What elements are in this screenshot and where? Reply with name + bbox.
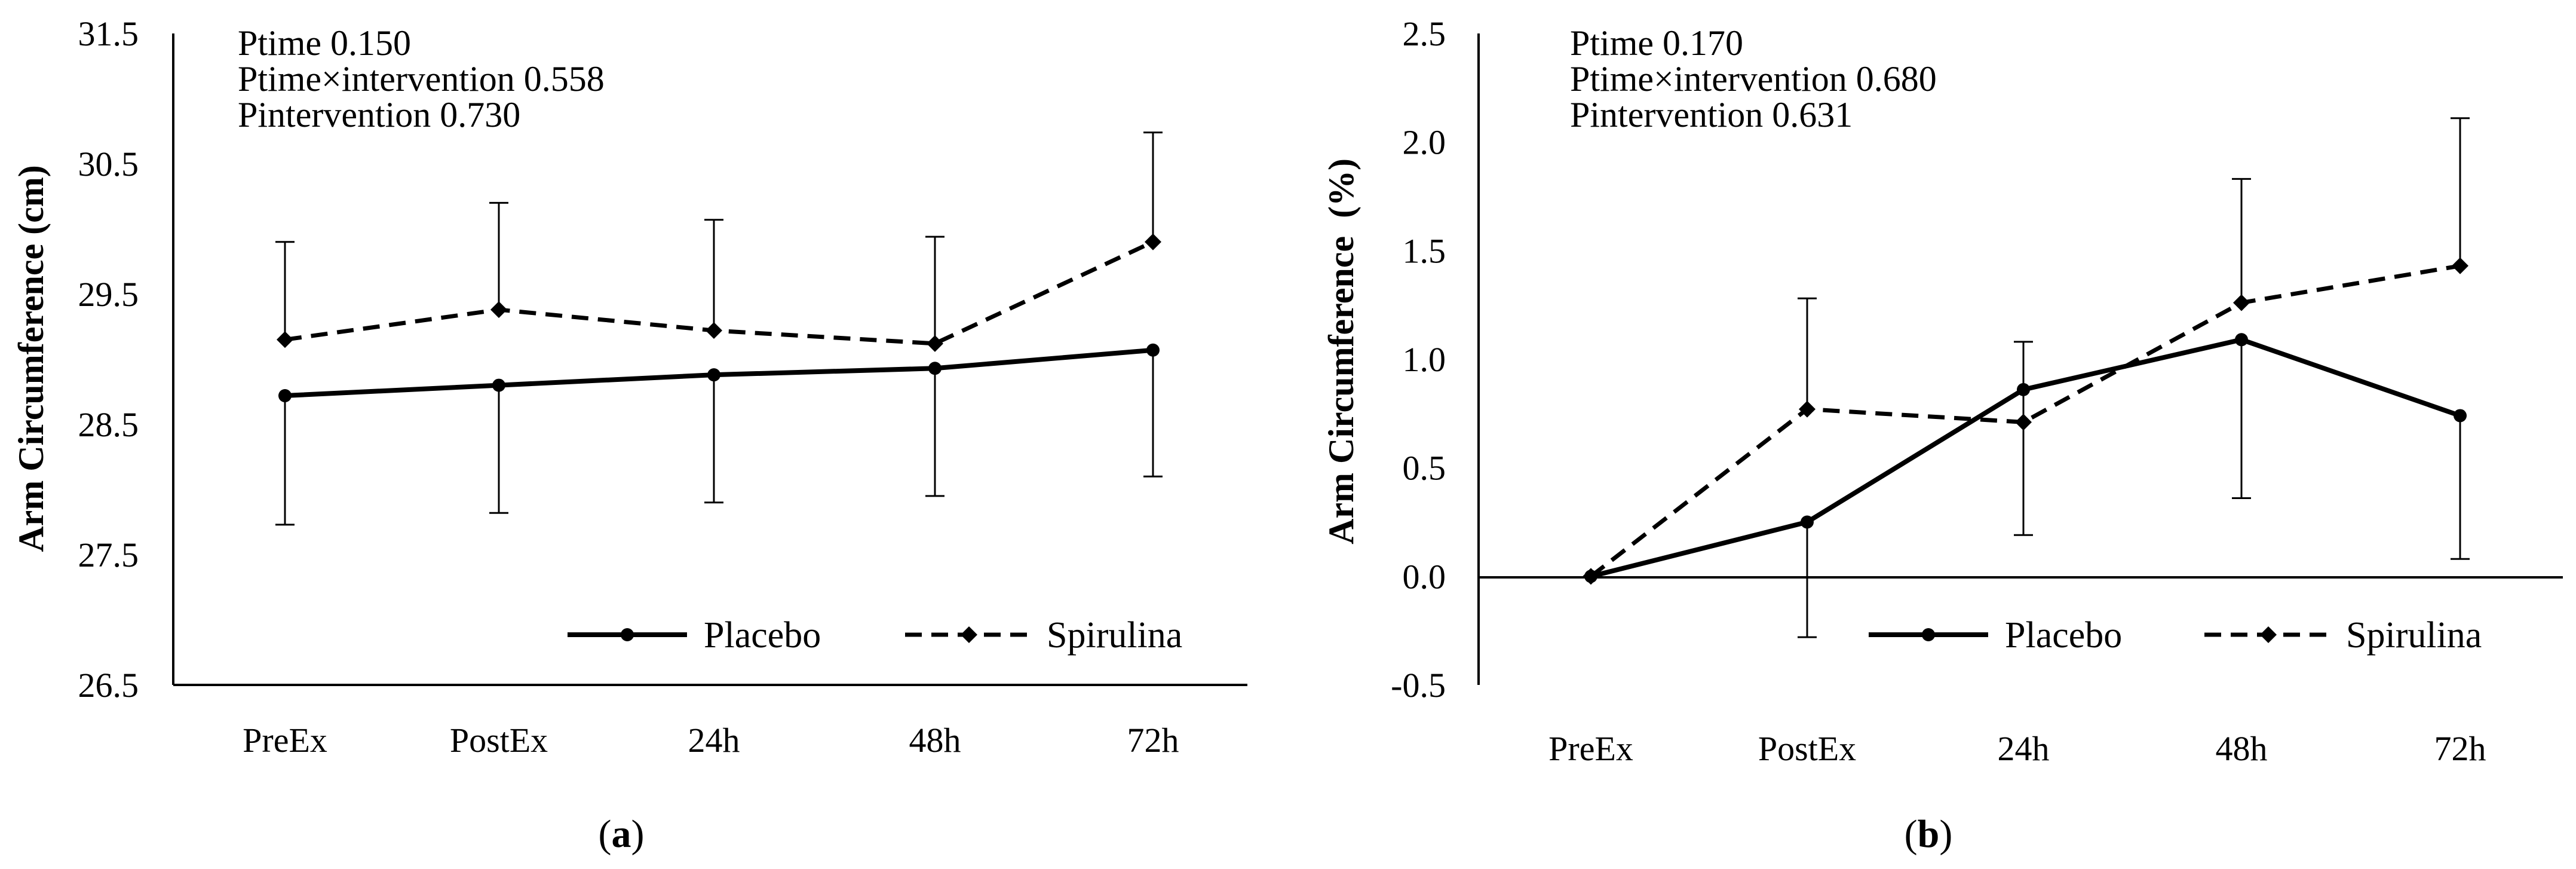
panel-b-y-tick-label: 0.5 bbox=[1403, 449, 1446, 488]
panel-a-annotation-1: Ptime 0.150 bbox=[238, 23, 411, 63]
panel-a-legend-spirulina-label: Spirulina bbox=[1047, 615, 1182, 656]
panel-b-y-tick-label: 2.0 bbox=[1403, 123, 1446, 162]
panel-a-spirulina-point bbox=[1145, 233, 1161, 250]
panel-a-legend-placebo-marker bbox=[621, 628, 634, 641]
panel-b-x-tick-label: 24h bbox=[1998, 729, 2050, 768]
panel-b-y-tick-label: 1.0 bbox=[1403, 340, 1446, 379]
panel-b-y-tick-label: -0.5 bbox=[1391, 666, 1446, 705]
panel-b-x-tick-label: 48h bbox=[2216, 729, 2268, 768]
panel-a-spirulina-point bbox=[277, 331, 293, 348]
panel-a-placebo-point bbox=[1146, 343, 1160, 357]
panel-a-caption-letter: a bbox=[612, 812, 631, 856]
panel-a-spirulina-point bbox=[490, 301, 507, 319]
panel-b-caption: (b) bbox=[1905, 812, 1953, 856]
panel-a-x-tick-label: 24h bbox=[688, 721, 740, 760]
panel-b-placebo-line bbox=[1590, 337, 2461, 579]
panel-b-legend-spirulina-marker bbox=[2260, 626, 2277, 643]
panel-a-y-tick-label: 30.5 bbox=[78, 145, 139, 183]
panel-a-annotation-2: Ptime×intervention 0.558 bbox=[238, 59, 605, 99]
panel-a-y-tick-label: 26.5 bbox=[78, 666, 139, 705]
panel-b-legend-spirulina-label: Spirulina bbox=[2346, 615, 2482, 656]
panel-a-legend-spirulina-marker bbox=[961, 626, 977, 643]
panel-a-y-tick-label: 28.5 bbox=[78, 405, 139, 444]
panel-b-placebo-point bbox=[2454, 409, 2467, 423]
panel-b-caption-letter: b bbox=[1918, 812, 1940, 856]
panel-b-annotation-3: Pintervention 0.631 bbox=[1570, 95, 1853, 134]
panel-a-legend-placebo-label: Placebo bbox=[704, 615, 821, 656]
panel-a-y-tick-label: 29.5 bbox=[78, 275, 139, 314]
panel-a-placebo-point bbox=[278, 389, 292, 403]
panel-b-annotation-2: Ptime×intervention 0.680 bbox=[1570, 59, 1937, 99]
panel-a: 26.5 27.5 28.5 29.5 30.5 31.5 PreEx PostEx 24h 4… bbox=[11, 14, 1247, 856]
panel-a-x-tick-label: PreEx bbox=[243, 721, 327, 760]
panel-b-x-tick-label: PostEx bbox=[1758, 729, 1856, 768]
panel-a-annotation-3: Pintervention 0.730 bbox=[238, 95, 520, 134]
panel-a-x-tick-label: 48h bbox=[909, 721, 961, 760]
panel-b-y-tick-label: 2.5 bbox=[1403, 14, 1446, 53]
panel-b-y-axis-label: Arm Circumference (%) bbox=[1321, 158, 1361, 544]
panel-b-placebo-point bbox=[2017, 383, 2030, 396]
panel-b-y-tick-label: 0.0 bbox=[1403, 557, 1446, 596]
panel-b-legend-placebo-marker bbox=[1922, 628, 1935, 641]
panel-a-x-tick-label: 72h bbox=[1127, 721, 1179, 760]
panel-b-spirulina-point bbox=[2233, 294, 2250, 311]
panel-b-spirulina-point bbox=[1583, 568, 1599, 585]
panel-b-spirulina-point bbox=[1799, 400, 1816, 418]
panel-b-placebo-point bbox=[1801, 515, 1814, 529]
panel-a-placebo-point bbox=[707, 368, 720, 382]
panel-a-placebo-point bbox=[928, 362, 942, 375]
panel-a-x-tick-label: PostEx bbox=[450, 721, 548, 760]
panel-a-spirulina-point bbox=[706, 322, 722, 339]
panel-a-spirulina-point bbox=[927, 335, 943, 352]
panel-b-spirulina-point bbox=[2015, 414, 2032, 431]
panel-a-y-tick-label: 27.5 bbox=[78, 536, 139, 574]
panel-a-legend: Placebo Spirulina bbox=[568, 615, 1182, 656]
panel-b-legend-placebo-label: Placebo bbox=[2005, 615, 2122, 656]
panel-a-y-tick-label: 31.5 bbox=[78, 14, 139, 53]
panel-a-placebo-point bbox=[492, 378, 505, 392]
panel-a-caption: (a) bbox=[599, 812, 645, 856]
panel-b-legend: Placebo Spirulina bbox=[1869, 615, 2482, 656]
panel-b-annotation-1: Ptime 0.170 bbox=[1570, 23, 1743, 63]
panel-b: -0.5 0.0 0.5 1.0 1.5 2.0 2.5 PreEx PostEx 24h 48h… bbox=[1321, 14, 2563, 856]
panel-b-x-tick-label: PreEx bbox=[1548, 729, 1633, 768]
panel-b-x-tick-label: 72h bbox=[2434, 729, 2486, 768]
panel-b-y-tick-label: 1.5 bbox=[1403, 231, 1446, 270]
panel-b-spirulina-point bbox=[2452, 257, 2468, 274]
panel-a-y-axis-label: Arm Circumference (cm) bbox=[11, 165, 51, 552]
panel-b-placebo-point bbox=[2235, 333, 2248, 347]
